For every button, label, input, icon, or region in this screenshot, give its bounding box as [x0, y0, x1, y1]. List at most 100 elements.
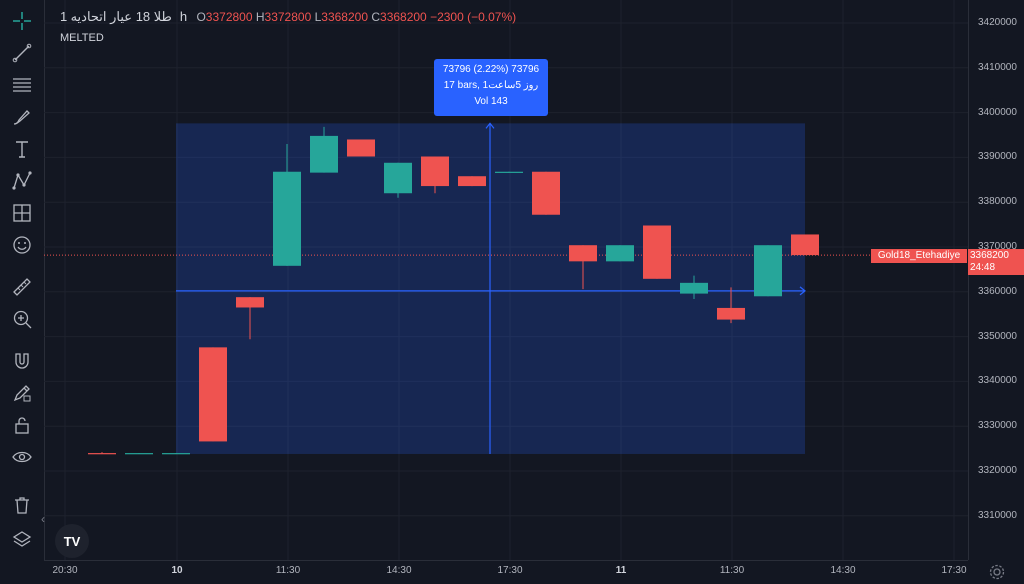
pattern-tool[interactable]	[6, 166, 38, 196]
candle-body	[643, 225, 671, 279]
prediction-icon	[13, 204, 31, 222]
price-tick-label: 3370000	[978, 241, 1017, 252]
current-price-value: 3368200	[970, 250, 1009, 261]
ruler-icon	[13, 278, 31, 296]
brush-tool[interactable]	[6, 102, 38, 132]
price-tick-label: 3310000	[978, 509, 1017, 521]
low-value: 3368200	[321, 10, 368, 24]
emoji-icon	[13, 236, 31, 254]
chart-canvas[interactable]	[44, 0, 968, 560]
candle-body	[347, 139, 375, 157]
open-value: 3372800	[205, 10, 253, 24]
timeframe-label[interactable]: 1h	[60, 9, 188, 24]
time-tick-label: 11	[615, 565, 627, 576]
candle-body	[606, 245, 634, 262]
candle-body	[384, 162, 412, 194]
open-label: O	[196, 10, 206, 24]
prediction-tool[interactable]	[6, 198, 38, 228]
brush-icon	[13, 110, 30, 125]
candle-body	[532, 171, 560, 215]
measure-arrow-up	[485, 122, 495, 129]
collapse-toolbar-icon[interactable]: ‹	[41, 512, 45, 526]
tradingview-logo[interactable]: TV	[55, 524, 89, 558]
zoom-in-tool[interactable]	[6, 304, 38, 334]
price-axis[interactable]: 3420000 3410000 3400000 3390000 3380000 33700…	[968, 0, 1024, 560]
symbol-legend: طلا 18 عیار اتحادیه 1h O3372800 H3372800…	[60, 9, 516, 25]
trash-tool[interactable]	[6, 490, 38, 520]
drawing-toolbar	[0, 0, 45, 583]
eye-icon	[12, 451, 32, 463]
measure-change: 73796 (2.22%) 73796	[442, 64, 540, 75]
status-label: MELTED	[60, 32, 104, 44]
lock-tool[interactable]	[6, 410, 38, 440]
price-tick-label: 3400000	[978, 106, 1017, 118]
time-tick-label: 17:30	[497, 565, 523, 576]
price-tick-label: 3330000	[978, 420, 1017, 432]
time-tick-label: 14:30	[386, 565, 412, 576]
ruler-tool[interactable]	[6, 272, 38, 302]
candle-body	[88, 453, 116, 455]
candle-body	[680, 282, 708, 294]
candle-body	[421, 156, 449, 187]
candle-body	[569, 245, 597, 262]
gear-icon[interactable]	[988, 563, 1006, 581]
time-axis[interactable]: 20:30 10 11:30 14:30 17:30 11 11:30 14:30 17:30	[44, 560, 968, 584]
trend-line-tool[interactable]	[6, 38, 38, 68]
candle-body	[125, 453, 153, 455]
measure-volume: Vol 143	[474, 96, 508, 107]
candle-body	[458, 176, 486, 187]
measure-tooltip: 73796 (2.22%) 73796 17 bars, 1روز 5ساعت …	[434, 59, 548, 116]
candle-body	[310, 135, 338, 173]
magnet-tool[interactable]	[6, 346, 38, 376]
candle-body	[199, 347, 227, 442]
lock-icon	[15, 417, 29, 434]
price-tick-label: 3380000	[978, 196, 1017, 208]
crosshair-tool[interactable]	[6, 6, 38, 36]
eye-tool[interactable]	[6, 442, 38, 472]
trash-icon	[15, 497, 29, 514]
measure-arrow-right	[799, 286, 806, 296]
price-tick-label: 3420000	[978, 17, 1017, 28]
pattern-icon	[12, 171, 32, 190]
layers-icon	[12, 531, 32, 547]
symbol-title[interactable]: طلا 18 عیار اتحادیه	[70, 9, 172, 24]
price-tick-label: 3340000	[978, 375, 1017, 387]
stay-in-drawing-mode-icon	[13, 385, 31, 402]
price-tick-label: 3410000	[978, 61, 1017, 73]
candle-body	[754, 245, 782, 297]
candle-body	[273, 171, 301, 266]
time-tick-label: 14:30	[830, 565, 856, 576]
candle-body	[495, 171, 523, 173]
stay-in-drawing-mode-tool[interactable]	[6, 378, 38, 408]
emoji-tool[interactable]	[6, 230, 38, 260]
low-label: L	[314, 10, 322, 24]
current-price-label: 3368200 24:48	[968, 249, 1024, 275]
zoom-in-icon	[13, 310, 32, 329]
price-tick-label: 3390000	[978, 151, 1017, 163]
time-tick-label: 20:30	[52, 565, 78, 576]
time-tick-label: 11:30	[275, 565, 301, 576]
time-tick-label: 11:30	[719, 565, 745, 576]
time-tick-label: 10	[171, 565, 183, 576]
close-value: 3368200	[380, 10, 427, 24]
candle-body	[717, 307, 745, 320]
fib-retracement-tool[interactable]	[6, 70, 38, 100]
time-tick-label: 17:30	[941, 565, 967, 576]
price-tick-label: 3360000	[978, 285, 1017, 297]
layers-tool[interactable]	[6, 525, 38, 555]
text-tool[interactable]	[6, 134, 38, 164]
magnet-icon	[15, 353, 29, 369]
crosshair-icon	[13, 12, 31, 30]
price-tick-label: 3350000	[978, 330, 1017, 342]
bar-countdown: 24:48	[970, 262, 996, 273]
text-icon	[16, 141, 28, 158]
high-label: H	[255, 10, 265, 24]
fib-retracement-icon	[13, 78, 31, 92]
candle-body	[791, 234, 819, 256]
symbol-price-label: Gold18_Etehadiye	[871, 249, 967, 263]
price-tick-label: 3320000	[978, 465, 1017, 476]
high-value: 3372800	[264, 10, 312, 24]
close-label: C	[371, 10, 381, 24]
measure-bars: 17 bars, 1روز 5ساعت	[443, 80, 539, 91]
candle-body	[162, 453, 190, 455]
